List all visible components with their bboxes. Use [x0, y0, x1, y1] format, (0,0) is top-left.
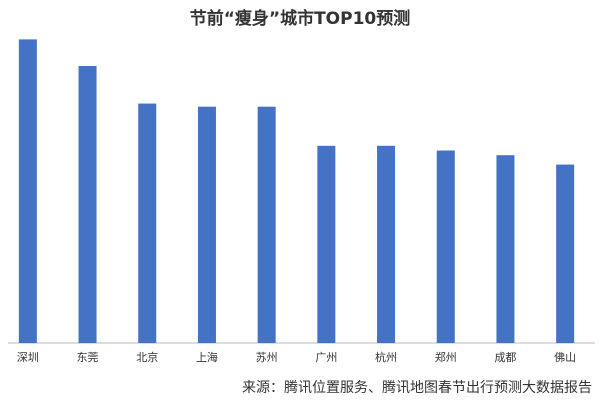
x-tick-label: 北京: [136, 350, 158, 364]
x-tick-label: 东莞: [77, 351, 99, 364]
bar: [197, 106, 216, 343]
bar: [377, 145, 396, 343]
bar: [257, 106, 276, 343]
bar: [138, 103, 157, 344]
x-tick-label: 杭州: [375, 350, 397, 364]
x-tick-label: 郑州: [435, 350, 457, 364]
bar: [496, 155, 515, 343]
bar: [436, 150, 455, 343]
bar: [18, 39, 37, 343]
bar: [556, 164, 575, 343]
x-tick-label: 成都: [494, 351, 516, 364]
x-tick-label: 广州: [315, 351, 337, 364]
x-tick-label: 深圳: [17, 351, 39, 364]
x-tick-label: 上海: [196, 350, 218, 364]
x-tick-label: 苏州: [256, 351, 278, 364]
bar: [317, 145, 336, 343]
source-note: 来源：腾讯位置服务、腾讯地图春节出行预测大数据报告: [242, 379, 592, 396]
chart-title: 节前“瘦身”城市TOP10预测: [190, 8, 411, 29]
bar: [78, 65, 97, 344]
x-tick-label: 佛山: [554, 351, 576, 364]
